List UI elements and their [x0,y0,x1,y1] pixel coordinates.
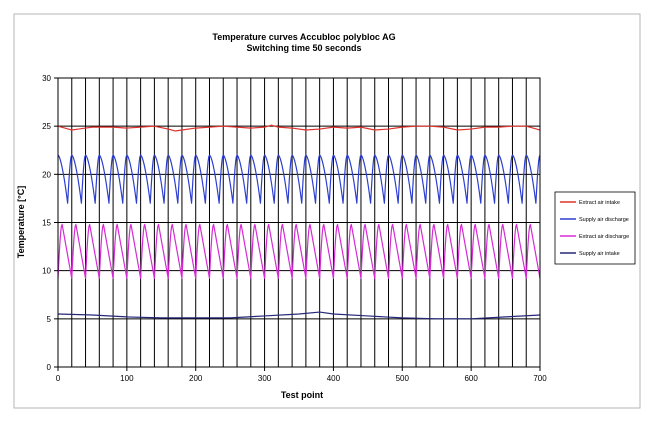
y-axis-label: Temperature [°C] [16,186,26,258]
y-tick-label: 5 [47,315,52,324]
legend-items: Extract air intake Supply air discharge Ex… [560,200,629,257]
x-tick-label: 400 [327,374,341,383]
series-extract-air-intake [57,124,541,132]
legend-box [554,191,636,265]
series-supply-air-discharge [57,154,541,204]
legend: Extract air intake Supply air discharge Ex… [554,191,636,265]
x-tick-label: 600 [464,374,478,383]
series-layer [57,124,541,320]
x-tick-label: 200 [189,374,203,383]
x-axis-label: Test point [281,390,323,400]
y-tick-label: 20 [42,170,51,179]
grid-layer [58,77,540,368]
x-tick-label: 700 [533,374,547,383]
legend-label: Extract air discharge [579,234,629,240]
legend-label: Supply air intake [579,251,620,257]
series-supply-air-intake [57,311,541,320]
x-tick-label: 300 [258,374,272,383]
y-tick-label: 10 [42,267,51,276]
series-extract-air-discharge [57,223,541,279]
y-tick-label: 15 [42,219,51,228]
x-tick-label: 0 [56,374,61,383]
y-tick-label: 0 [47,363,52,372]
legend-label: Supply air discharge [579,217,629,223]
x-tick-label: 100 [120,374,134,383]
chart-title: Temperature curves Accubloc polybloc AG [212,32,395,42]
x-tick-label: 500 [396,374,410,383]
y-tick-label: 25 [42,122,51,131]
legend-label: Extract air intake [579,200,620,206]
chart-subtitle: Switching time 50 seconds [246,43,361,53]
y-tick-label: 30 [42,74,51,83]
